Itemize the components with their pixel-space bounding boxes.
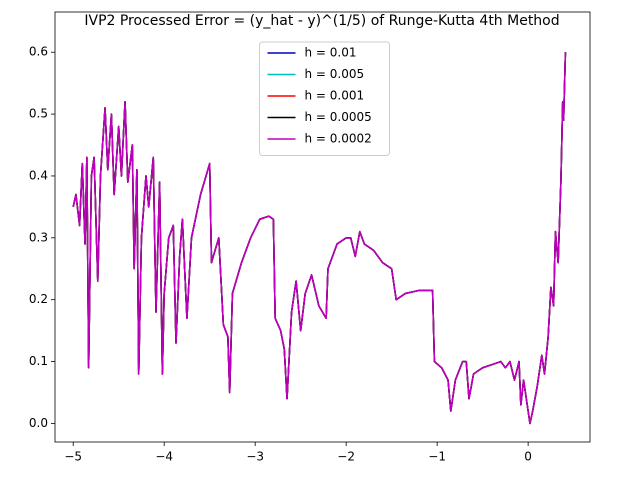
y-tick-label: 0.6: [29, 45, 48, 59]
y-tick-label: 0.5: [29, 107, 48, 121]
x-tick-label: −5: [64, 450, 82, 464]
legend-label: h = 0.0002: [305, 132, 372, 146]
legend-label: h = 0.01: [305, 46, 357, 60]
y-tick-label: 0.3: [29, 230, 48, 244]
y-tick-label: 0.4: [29, 168, 48, 182]
x-tick-label: 0: [524, 450, 532, 464]
plot-area: [72, 52, 567, 425]
x-tick-label: −1: [428, 450, 446, 464]
axes-frame: [54, 11, 591, 443]
y-tick-label: 0.2: [29, 292, 48, 306]
legend-label: h = 0.0005: [305, 110, 372, 124]
chart-title: IVP2 Processed Error = (y_hat - y)^(1/5)…: [84, 13, 559, 29]
x-tick-label: −4: [155, 450, 173, 464]
legend-label: h = 0.001: [305, 89, 365, 103]
y-tick-label: 0.0: [29, 416, 48, 430]
x-tick-label: −2: [337, 450, 355, 464]
series-line: [72, 52, 567, 425]
legend-box: [259, 41, 390, 156]
x-tick-label: −3: [246, 450, 264, 464]
y-tick-label: 0.1: [29, 354, 48, 368]
legend-label: h = 0.005: [305, 67, 365, 81]
